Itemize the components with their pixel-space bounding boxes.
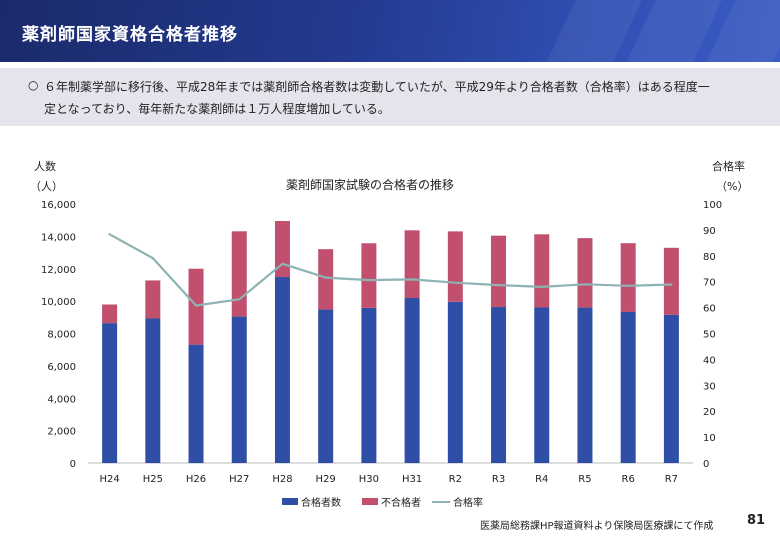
legend-label-passed: 合格者数 — [301, 498, 341, 509]
rate-line — [109, 233, 672, 307]
left-axis-title: 人数 — [34, 160, 56, 173]
y-right-tick-label: 70 — [703, 278, 716, 289]
x-tick-label: R6 — [622, 474, 635, 485]
y-left-tick-label: 6,000 — [47, 362, 76, 373]
rate-point — [540, 285, 543, 289]
x-tick-label: R4 — [535, 474, 548, 485]
y-left-tick-label: 8,000 — [47, 330, 76, 341]
y-right-tick-label: 20 — [703, 407, 716, 418]
bar-failed — [577, 238, 593, 308]
summary-text-line1: ６年制薬学部に移行後、平成28年までは薬剤師合格者数は変動していたが、平成29年… — [44, 80, 710, 94]
rate-point — [281, 262, 284, 266]
bar-passed — [534, 307, 550, 463]
legend-swatch-passed — [282, 498, 298, 505]
y-right-tick-label: 50 — [703, 330, 716, 341]
bar-passed — [663, 314, 679, 463]
bar-passed — [274, 277, 290, 463]
legend-swatch-failed — [362, 498, 378, 505]
page-number: 81 — [747, 513, 766, 528]
bar-failed — [534, 234, 550, 308]
bar-passed — [577, 307, 593, 463]
rate-point — [151, 256, 155, 260]
y-left-tick-label: 14,000 — [41, 232, 76, 243]
x-tick-label: R3 — [492, 474, 505, 485]
y-right-tick-label: 40 — [703, 355, 716, 366]
legend-label-failed: 不合格者 — [381, 498, 421, 509]
rate-point — [367, 278, 371, 282]
y-right-tick-label: 80 — [703, 252, 716, 263]
bar-passed — [447, 301, 463, 463]
bar-failed — [102, 304, 118, 324]
x-tick-label: H29 — [316, 474, 336, 485]
x-tick-label: R2 — [449, 474, 462, 485]
y-left-tick-label: 4,000 — [47, 394, 76, 405]
left-axis-unit: （人） — [30, 180, 63, 193]
bar-failed — [145, 280, 161, 319]
source-note: 医薬局総務課HP報道資料より保険局医療課にて作成 — [480, 521, 714, 532]
right-axis-unit: （%） — [716, 180, 749, 193]
y-right-tick-label: 10 — [703, 433, 716, 444]
legend-item-passed: 合格者数 — [282, 494, 341, 509]
rate-point — [497, 283, 500, 287]
bar-failed — [404, 230, 420, 298]
rate-point — [670, 283, 673, 286]
bar-passed — [491, 307, 507, 463]
y-left-tick-label: 12,000 — [41, 265, 76, 276]
bar-passed — [318, 309, 334, 463]
y-right-tick-label: 0 — [703, 459, 709, 470]
x-tick-label: H24 — [99, 474, 119, 485]
y-left-tick-label: 16,000 — [41, 200, 76, 211]
summary-text-line2: 定となっており、毎年新たな薬剤師は１万人程度増加している。 — [44, 102, 390, 116]
summary-box: ○ ６年制薬学部に移行後、平成28年までは薬剤師合格者数は変動していたが、平成2… — [0, 68, 780, 126]
legend-item-rate: 合格率 — [432, 494, 483, 509]
y-right-tick-label: 90 — [703, 226, 716, 237]
rate-point — [454, 281, 457, 284]
rate-point — [410, 278, 414, 281]
bar-failed — [361, 243, 377, 308]
bar-failed — [620, 243, 636, 312]
x-tick-label: R7 — [665, 474, 678, 485]
bar-passed — [620, 311, 636, 463]
x-tick-label: H28 — [272, 474, 292, 485]
legend-item-failed: 不合格者 — [362, 494, 421, 509]
bar-failed — [491, 235, 507, 308]
x-tick-label: H30 — [359, 474, 379, 485]
legend-line-rate — [432, 500, 450, 503]
rate-point — [583, 283, 587, 286]
x-tick-label: H26 — [186, 474, 206, 485]
y-right-tick-label: 30 — [703, 381, 716, 392]
x-tick-label: H27 — [229, 474, 249, 485]
slide-header: 薬剤師国家資格合格者推移 — [0, 0, 780, 62]
y-left-tick-label: 0 — [70, 459, 76, 470]
summary-bullet: ○ — [28, 78, 39, 92]
rate-point — [194, 304, 198, 307]
bar-passed — [361, 307, 377, 463]
bar-passed — [145, 318, 161, 463]
chart-title: 薬剤師国家試験の合格者の推移 — [285, 178, 454, 192]
page-title: 薬剤師国家資格合格者推移 — [22, 25, 238, 45]
rate-point — [238, 298, 241, 301]
bar-passed — [231, 316, 247, 463]
rate-point — [324, 276, 327, 279]
rate-point — [626, 284, 630, 288]
bar-failed — [231, 231, 247, 317]
y-right-tick-label: 100 — [703, 200, 722, 211]
y-left-tick-label: 10,000 — [41, 297, 76, 308]
bar-passed — [404, 297, 420, 463]
x-tick-label: R5 — [578, 474, 591, 485]
y-left-tick-label: 2,000 — [47, 427, 76, 438]
legend-label-rate: 合格率 — [453, 498, 483, 509]
y-right-tick-label: 60 — [703, 304, 716, 315]
bar-failed — [447, 231, 463, 302]
rate-point — [108, 233, 111, 236]
bar-failed — [663, 247, 679, 315]
bar-passed — [188, 344, 204, 463]
bar-passed — [102, 323, 118, 463]
x-tick-label: H31 — [402, 474, 422, 485]
right-axis-title: 合格率 — [712, 160, 745, 173]
bar-failed — [274, 221, 290, 278]
bar-failed — [318, 249, 334, 310]
x-tick-label: H25 — [143, 474, 163, 485]
